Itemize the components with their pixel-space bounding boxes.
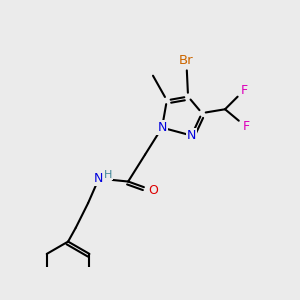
Text: F: F	[241, 83, 248, 97]
Text: N: N	[187, 129, 196, 142]
Text: Br: Br	[179, 54, 194, 67]
Text: N: N	[94, 172, 104, 185]
Text: H: H	[104, 169, 112, 180]
Text: O: O	[148, 184, 158, 197]
Text: F: F	[242, 121, 249, 134]
Text: N: N	[157, 121, 167, 134]
